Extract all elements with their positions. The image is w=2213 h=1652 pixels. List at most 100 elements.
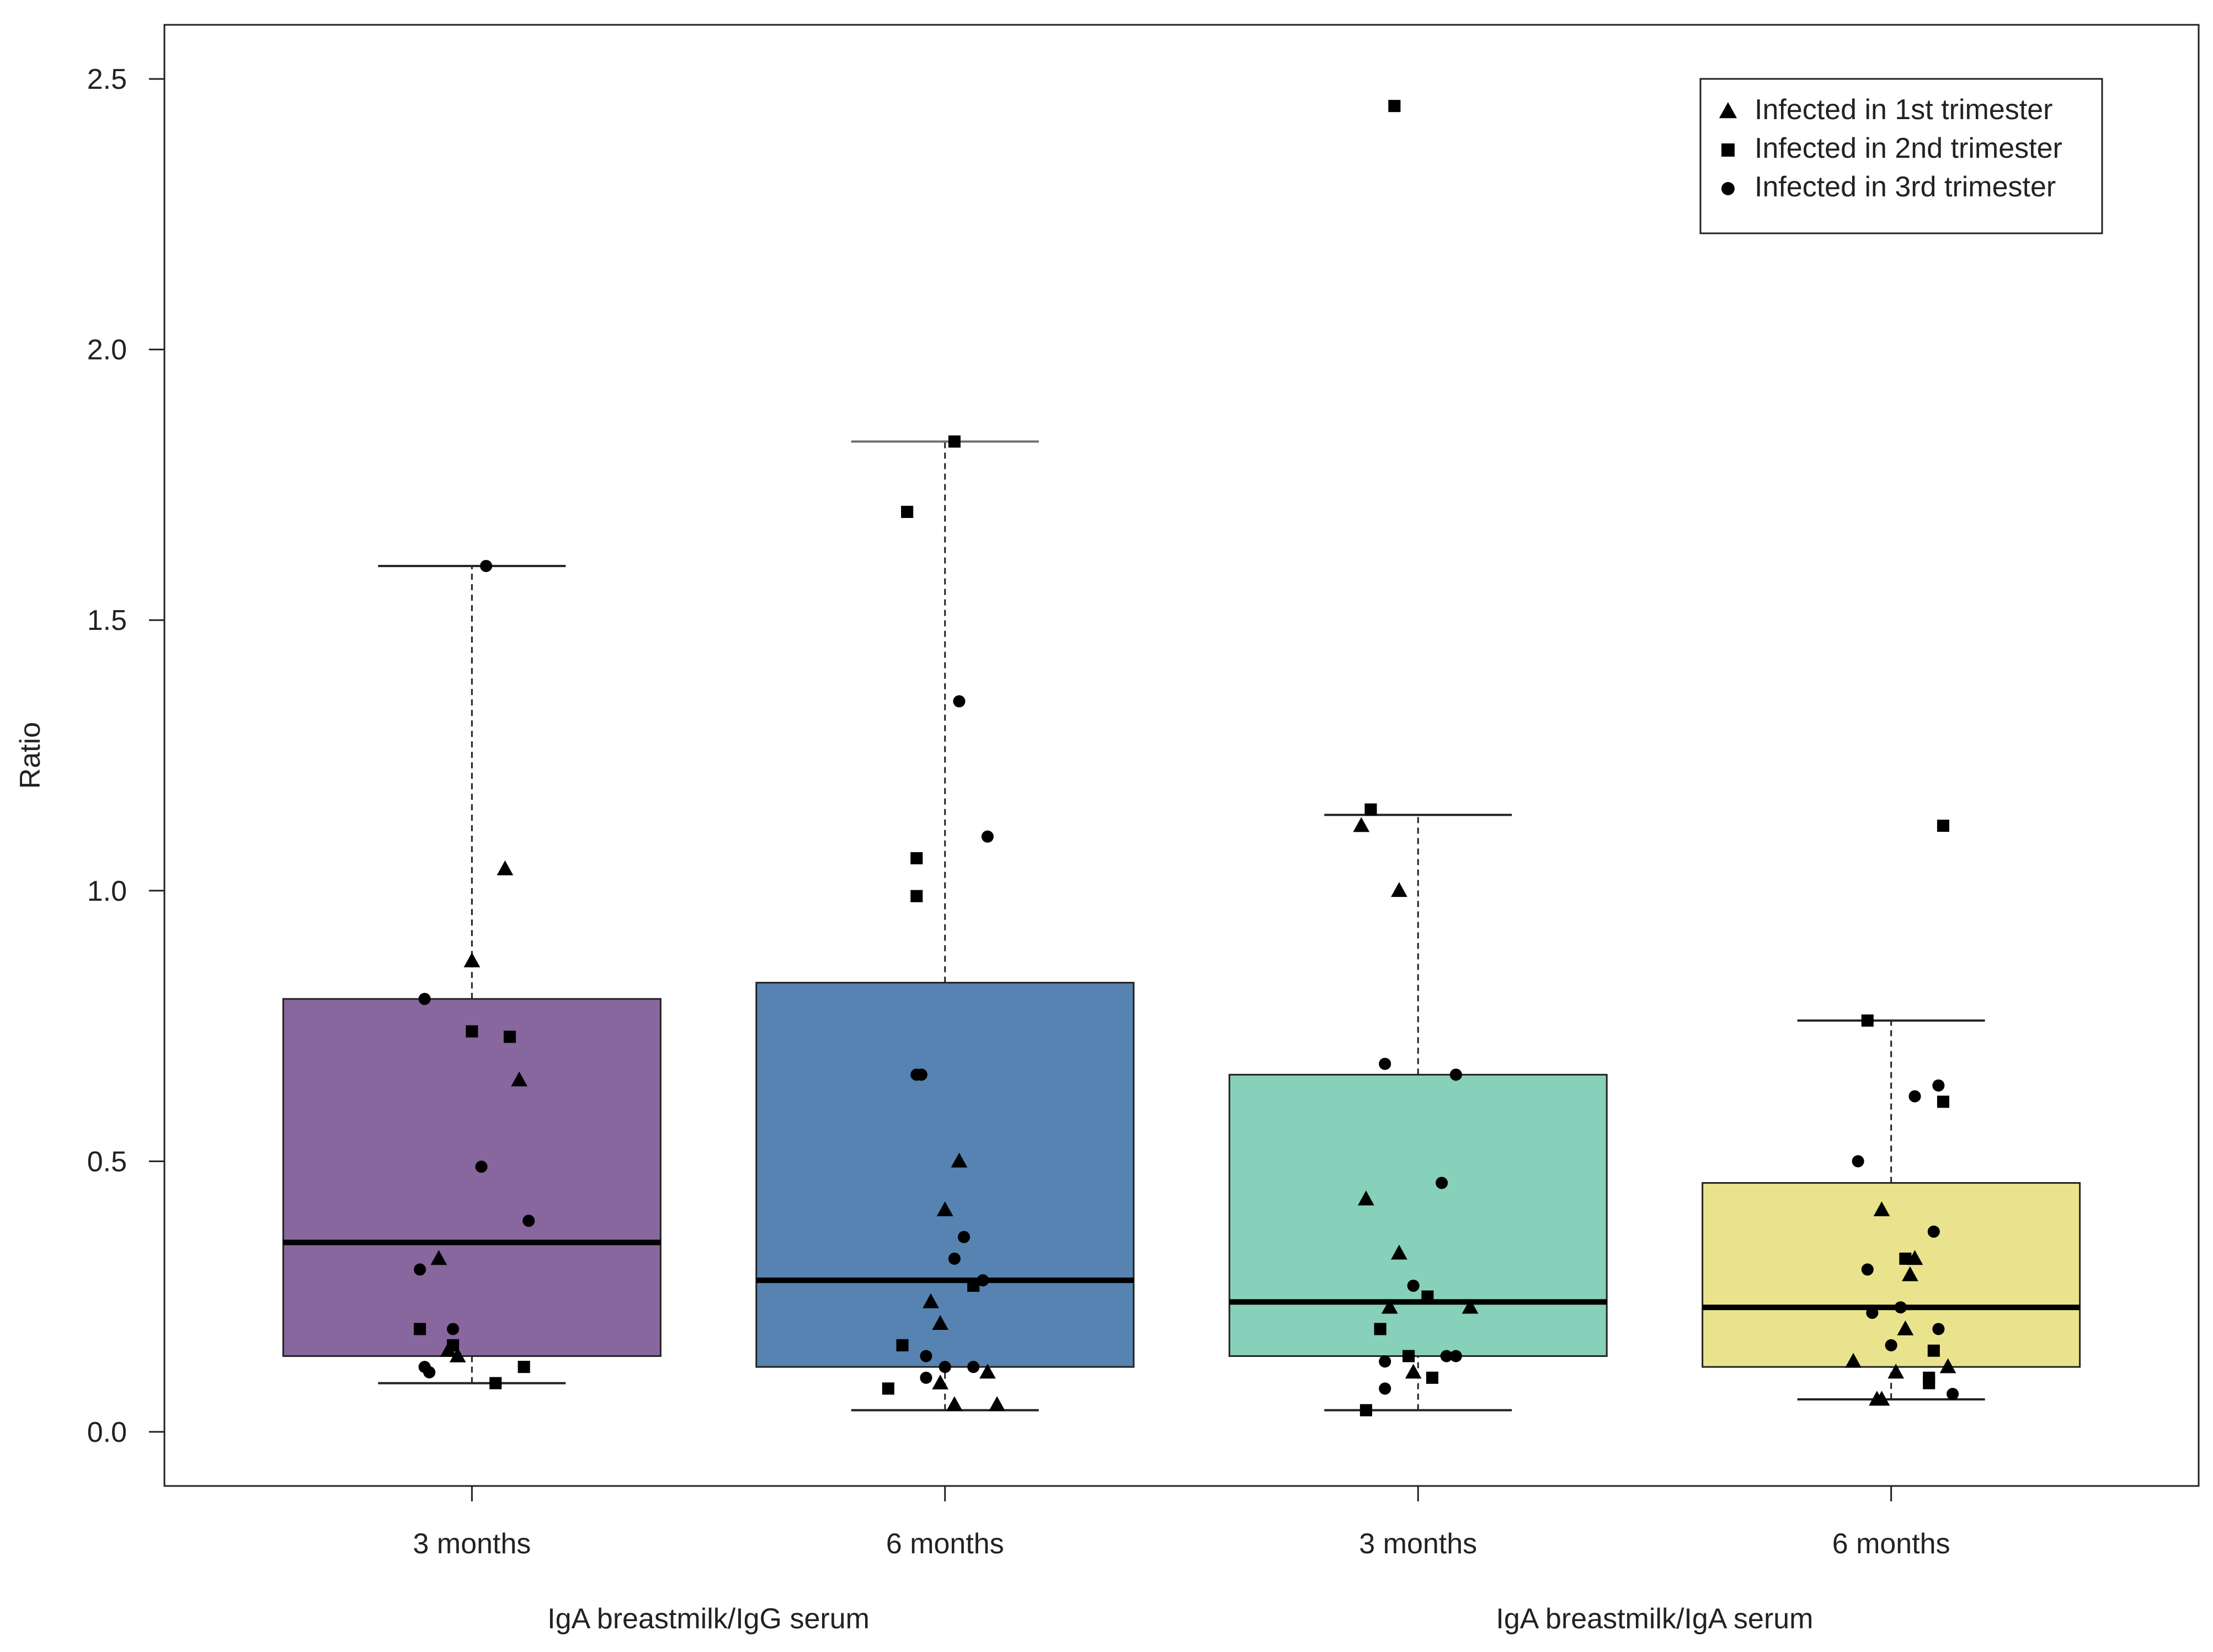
data-point-circle [1407, 1279, 1420, 1292]
boxes-layer [282, 440, 2081, 1412]
data-point-circle [1927, 1225, 1940, 1238]
legend-label: Infected in 3rd trimester [1755, 171, 2056, 203]
y-tick-label: 1.0 [87, 875, 127, 907]
data-point-triangle [989, 1396, 1005, 1412]
data-point-circle [1379, 1382, 1391, 1395]
data-point-triangle [1873, 1201, 1890, 1216]
data-point-triangle [511, 1071, 527, 1087]
data-point-square [896, 1339, 909, 1351]
data-point-triangle [1939, 1358, 1956, 1373]
data-point-square [948, 435, 961, 448]
data-point-square [1927, 1344, 1940, 1357]
data-point-circle [920, 1371, 932, 1384]
data-point-triangle [1887, 1364, 1905, 1379]
data-point-circle [413, 1263, 426, 1276]
data-point-square [910, 852, 923, 864]
data-point-circle [1852, 1155, 1864, 1168]
y-tick-label: 0.0 [87, 1416, 127, 1448]
data-point-circle [1932, 1323, 1945, 1335]
data-point-square [1861, 1014, 1874, 1027]
legend-label: Infected in 1st trimester [1755, 94, 2052, 126]
x-tick-label: 3 months [1359, 1528, 1477, 1560]
iqr-box [1702, 1182, 2081, 1368]
box-group [755, 440, 1135, 1412]
data-point-circle [953, 695, 966, 708]
plot-frame [163, 24, 2200, 1487]
iqr-box [755, 982, 1135, 1368]
data-point-triangle [1405, 1364, 1422, 1379]
data-point-circle [915, 1068, 927, 1081]
box-group [282, 565, 662, 1384]
data-point-circle [1379, 1057, 1391, 1070]
data-point-circle [981, 830, 994, 843]
data-point-square [1426, 1371, 1438, 1384]
square-legend-icon [1721, 143, 1735, 157]
data-point-circle [1449, 1350, 1462, 1362]
data-point-circle [1866, 1307, 1879, 1319]
data-point-circle [967, 1361, 980, 1373]
data-point-circle [418, 992, 431, 1006]
data-point-triangle [497, 860, 514, 875]
x-tick-label: 3 months [413, 1528, 531, 1560]
data-point-triangle [932, 1315, 949, 1330]
data-point-circle [522, 1215, 535, 1227]
y-axis-label: Ratio [14, 722, 46, 789]
y-axis: 0.0 0.5 1.0 1.5 2.0 2.5 [87, 63, 164, 1448]
data-point-circle [423, 1366, 436, 1379]
y-tick-label: 2.5 [87, 63, 127, 95]
data-point-circle [446, 1323, 460, 1335]
points-layer [413, 100, 1959, 1416]
data-point-circle [1885, 1339, 1897, 1351]
data-point-triangle [1358, 1190, 1374, 1206]
data-point-square [910, 890, 923, 902]
data-point-triangle [1906, 1250, 1923, 1265]
circle-legend-icon [1721, 182, 1735, 195]
data-point-circle [1894, 1301, 1907, 1314]
data-point-circle [1440, 1350, 1453, 1362]
data-point-triangle [946, 1396, 963, 1412]
data-point-triangle [979, 1364, 996, 1379]
x-tick-label: 6 months [886, 1528, 1004, 1560]
data-point-circle [920, 1350, 932, 1362]
data-point-square [1364, 803, 1377, 816]
data-point-square [882, 1382, 894, 1395]
data-point-triangle [1381, 1298, 1398, 1314]
data-point-circle [480, 560, 493, 573]
data-point-triangle [440, 1342, 457, 1357]
data-point-circle [1449, 1068, 1462, 1081]
group-label: IgA breastmilk/IgA serum [1496, 1603, 1813, 1635]
data-point-circle [1908, 1090, 1921, 1103]
data-point-triangle [1845, 1352, 1862, 1368]
data-point-square [1374, 1323, 1387, 1335]
data-point-triangle [1902, 1266, 1918, 1281]
x-axis: 3 months 6 months 3 months 6 months IgA brea… [413, 1486, 1950, 1635]
data-point-triangle [1391, 882, 1407, 897]
y-tick-label: 0.5 [87, 1146, 127, 1178]
data-point-square [1937, 1095, 1950, 1108]
data-point-square [466, 1025, 478, 1038]
data-point-triangle [951, 1152, 968, 1168]
data-point-triangle [1897, 1320, 1914, 1335]
data-point-circle [475, 1161, 488, 1173]
data-point-triangle [1869, 1391, 1885, 1406]
legend: Infected in 1st trimester Infected in 2nd… [1699, 78, 2103, 234]
iqr-box [282, 998, 662, 1357]
data-point-square [413, 1323, 426, 1335]
box-group [1228, 814, 1608, 1412]
data-point-circle [1947, 1388, 1959, 1400]
data-point-square [1923, 1377, 1935, 1389]
legend-label: Infected in 2nd trimester [1755, 132, 2062, 164]
data-point-triangle [1353, 817, 1370, 832]
data-point-triangle [449, 1347, 466, 1362]
data-point-circle [938, 1361, 951, 1373]
data-point-square [967, 1279, 980, 1292]
data-point-square [518, 1361, 530, 1373]
y-tick-label: 2.0 [87, 334, 127, 366]
y-tick-label: 1.5 [87, 605, 127, 637]
iqr-box [1228, 1073, 1608, 1357]
data-point-square [1359, 1404, 1372, 1416]
data-point-circle [977, 1274, 989, 1287]
data-point-circle [1436, 1177, 1448, 1189]
